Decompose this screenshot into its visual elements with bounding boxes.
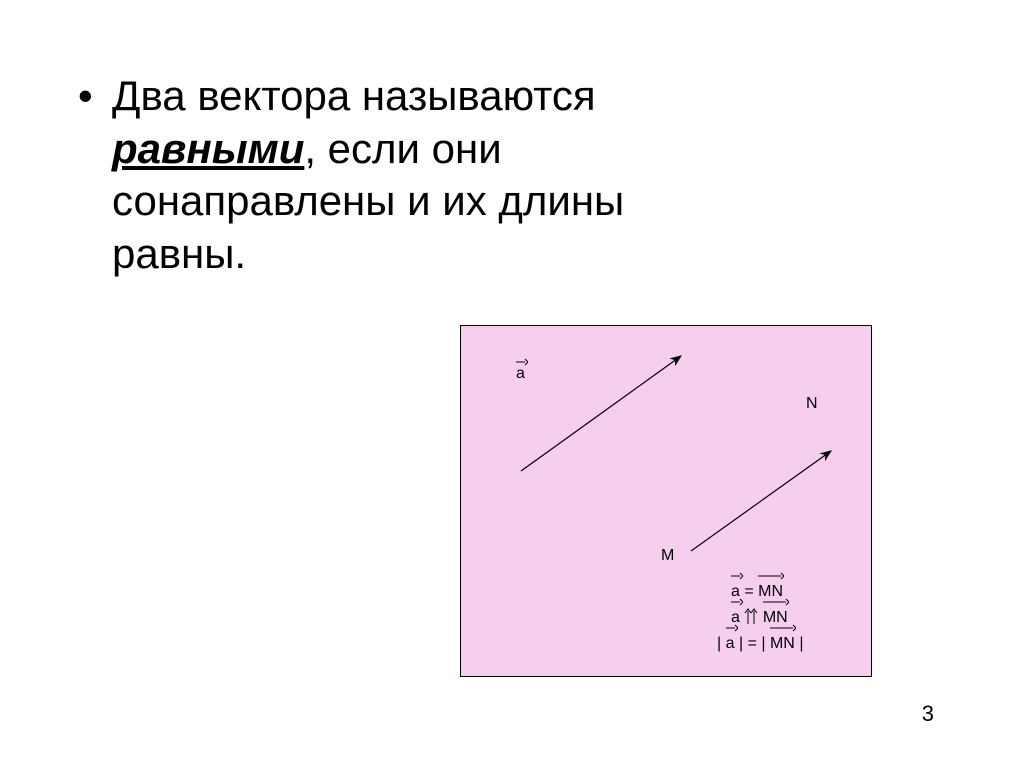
text-line4: равны. [112,230,246,277]
vector-diagram: a N M a = MN [460,325,872,677]
formula-row-magnitude: | a | = | MN | [717,628,803,654]
bullet-item: • Два вектора называются равными, если о… [78,70,898,280]
term-equal: равными [112,125,304,172]
f3-lbar: | [717,635,726,652]
formula-block: a = MN a [731,576,803,654]
label-a: a [516,362,525,382]
bullet-body: Два вектора называются равными, если они… [112,70,898,280]
text-line1: Два вектора называются [112,72,596,119]
text-line2-after: , если они [304,125,501,172]
slide: • Два вектора называются равными, если о… [0,0,1024,767]
bullet-dot: • [78,70,112,280]
text-line3: сонаправлены и их длины [112,177,624,224]
f3-a: a [726,632,735,656]
f1-eq: = [744,580,753,604]
codirectional-icon [744,608,758,624]
f3-mid: | = | [739,635,766,652]
f3-rbar: | [799,635,803,652]
label-M: M [661,548,674,564]
page-number: 3 [922,701,934,727]
label-N: N [806,396,818,412]
label-a-text: a [516,365,525,382]
definition-text: • Два вектора называются равными, если о… [78,70,898,280]
f3-MN: MN [770,632,795,656]
